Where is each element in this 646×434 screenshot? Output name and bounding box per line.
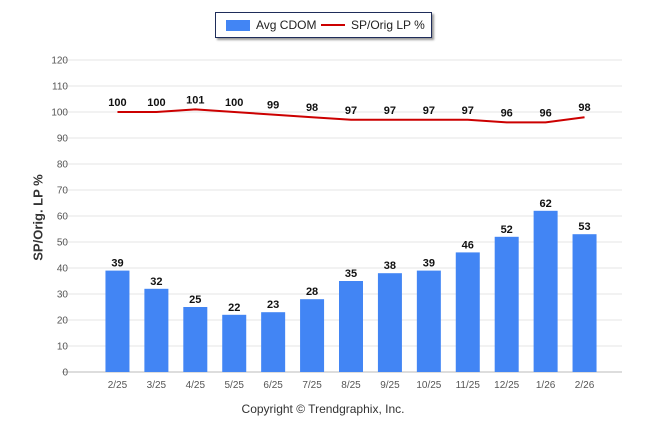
y-tick-label: 100: [51, 108, 68, 119]
bar-data-label: 23: [267, 299, 279, 311]
x-tick-label: 8/25: [341, 380, 361, 391]
legend-label: SP/Orig LP %: [351, 18, 425, 32]
y-tick-label: 90: [57, 134, 69, 145]
legend-item-sp-orig-lp[interactable]: SP/Orig LP %: [321, 18, 425, 32]
y-tick-label: 20: [57, 316, 69, 327]
legend-swatch-bar: [226, 19, 250, 31]
line-data-label: 97: [384, 105, 396, 117]
copyright: Copyright © Trendgraphix, Inc.: [241, 402, 405, 416]
bar-data-label: 28: [306, 286, 318, 298]
bar-data-label: 53: [578, 221, 590, 233]
bar-data-label: 62: [539, 198, 551, 210]
x-tick-label: 3/25: [147, 380, 167, 391]
y-tick-label: 120: [51, 56, 68, 67]
y-tick-label: 110: [52, 82, 68, 93]
x-tick-label: 2/25: [108, 380, 128, 391]
x-tick-label: 10/25: [416, 380, 441, 391]
line-data-label: 97: [462, 105, 474, 117]
x-tick-label: 11/25: [456, 380, 481, 391]
line-data-label: 99: [267, 100, 279, 112]
bar-data-label: 32: [150, 276, 162, 288]
x-tick-label: 2/26: [575, 380, 595, 391]
x-tick-label: 9/25: [380, 380, 400, 391]
bar-data-label: 39: [111, 258, 123, 270]
line-data-label: 96: [501, 107, 513, 119]
y-axis-title: SP/Orig. LP %: [30, 174, 46, 261]
bar-data-label: 46: [462, 239, 474, 251]
bar: [105, 270, 130, 372]
x-tick-label: 5/25: [224, 380, 244, 391]
bar: [222, 314, 247, 372]
bar: [572, 234, 597, 372]
legend: Avg CDOM SP/Orig LP %: [215, 12, 432, 38]
line-data-label: 100: [147, 97, 165, 109]
bar-data-label: 25: [189, 294, 201, 306]
bar: [144, 288, 169, 372]
bar: [494, 236, 519, 372]
bar: [533, 210, 558, 372]
y-tick-label: 40: [57, 264, 69, 275]
bar: [183, 307, 208, 372]
y-tick-label: 50: [57, 238, 69, 249]
bar-data-label: 52: [501, 224, 513, 236]
x-tick-label: 4/25: [186, 380, 206, 391]
bar: [300, 299, 325, 372]
y-tick-label: 30: [57, 290, 69, 301]
line-data-label: 97: [423, 105, 435, 117]
line-data-label: 97: [345, 105, 357, 117]
legend-item-avg-cdom[interactable]: Avg CDOM: [226, 18, 316, 32]
bar-data-label: 35: [345, 268, 357, 280]
bar: [377, 273, 402, 372]
x-tick-label: 12/25: [494, 380, 519, 391]
y-tick-label: 10: [57, 342, 69, 353]
line-series: [117, 108, 585, 124]
bar: [261, 312, 286, 372]
line-data-label: 100: [108, 97, 126, 109]
y-tick-label: 0: [62, 368, 68, 379]
y-tick-label: 60: [57, 212, 69, 223]
legend-label: Avg CDOM: [256, 18, 317, 32]
line-data-label: 101: [186, 94, 204, 106]
x-tick-label: 7/25: [302, 380, 322, 391]
line-data-label: 98: [306, 102, 318, 114]
y-tick-label: 80: [57, 160, 69, 171]
line-data-label: 96: [539, 107, 551, 119]
line-data-label: 100: [225, 97, 243, 109]
x-tick-label: 1/26: [536, 380, 556, 391]
bar-data-label: 38: [384, 260, 396, 272]
legend-swatch-line: [321, 24, 345, 26]
bar-data-label: 22: [228, 302, 240, 314]
bar-data-label: 39: [423, 258, 435, 270]
bar: [339, 281, 363, 372]
y-tick-label: 70: [57, 186, 69, 197]
bar: [455, 252, 480, 372]
bar: [416, 270, 441, 372]
line-data-label: 98: [578, 102, 590, 114]
x-tick-label: 6/25: [263, 380, 283, 391]
